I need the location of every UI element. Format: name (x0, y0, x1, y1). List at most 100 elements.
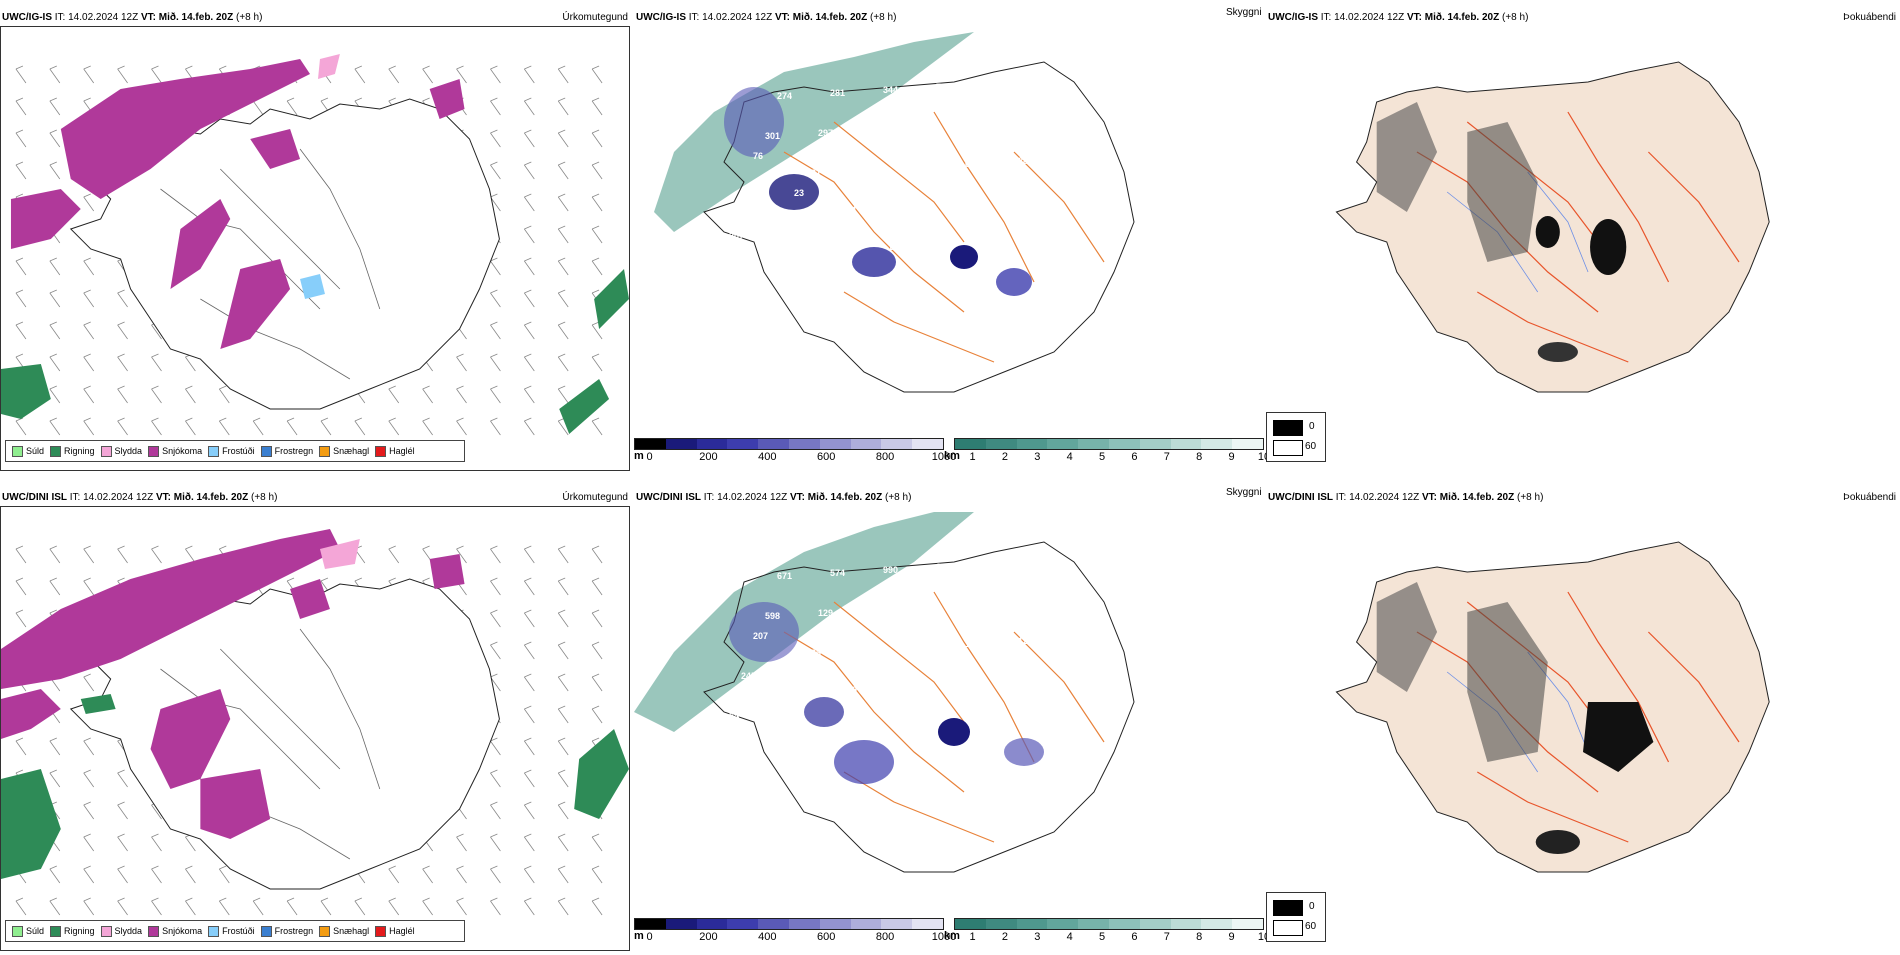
wind-barb (49, 868, 61, 884)
colorbar-tick-label: 5 (1099, 451, 1106, 463)
wind-barb-flag (490, 129, 498, 134)
legend-label: Súld (26, 926, 45, 936)
wind-barb-flag (83, 321, 91, 326)
wind-barb (151, 388, 162, 404)
legend-swatch (148, 925, 160, 937)
wind-barb (83, 676, 95, 692)
colorbar-segment (1016, 439, 1048, 449)
panel-header: UWC/DINI ISL IT: 14.02.2024 12Z VT: Mið.… (1268, 490, 1896, 506)
wind-barb-flag (185, 897, 193, 902)
wind-barb (524, 100, 535, 116)
fog-label-high: 60 (1305, 921, 1317, 932)
wind-barb-flag (456, 353, 464, 358)
wind-barb (117, 900, 128, 916)
wind-barb-flag (151, 865, 159, 870)
wind-barb (524, 836, 535, 852)
wind-barb (83, 292, 95, 308)
wind-barb (49, 548, 61, 564)
wind-barb-flag (456, 385, 464, 390)
wind-barb (151, 836, 162, 852)
ceiling-value-label: 989 (741, 191, 756, 201)
snow-area (10, 189, 81, 249)
colorbar-tick-label: 6 (1131, 931, 1138, 943)
wind-barb (83, 68, 95, 84)
it-label: IT: (688, 12, 700, 23)
iceland-outline (69, 578, 500, 890)
wind-barb (388, 68, 400, 84)
wind-barb (185, 548, 196, 564)
wind-barb-flag (558, 545, 566, 550)
wind-barb-flag (83, 769, 91, 774)
wind-barb-flag (490, 417, 498, 422)
wind-barb (15, 324, 27, 340)
colorbar-segment (1016, 919, 1048, 929)
wind-barb-flag (524, 417, 532, 422)
wind-barb (490, 804, 501, 820)
wind-barb-flag (185, 385, 193, 390)
lead-time: (+8 h) (1502, 12, 1529, 23)
wind-barb-flag (15, 97, 24, 102)
legend-label: Frostúði (222, 446, 255, 456)
ceiling-value-label: 102 (912, 642, 927, 652)
wind-barb-flag (185, 545, 193, 550)
vt-label: VT: (1406, 12, 1422, 23)
wind-barb-flag (524, 545, 532, 550)
colorbar-tick-label: 600 (817, 931, 836, 943)
wind-barb-flag (185, 865, 193, 870)
wind-barb-flag (422, 385, 430, 390)
vt-value: Mið. 14.feb. 20Z (1439, 492, 1515, 503)
legend-label: Snæhagl (333, 446, 370, 456)
wind-barb (185, 356, 196, 372)
wind-barb (49, 420, 61, 436)
colorbar-segment (665, 919, 697, 929)
wind-barb-flag (15, 129, 24, 134)
colorbar-tick-label: 1000 (931, 451, 957, 463)
legend-swatch (50, 445, 62, 457)
colorbar-segment (1232, 919, 1263, 929)
vt-label: VT: (140, 12, 156, 23)
wind-barb-flag (15, 609, 24, 614)
precip-map (1, 529, 629, 944)
colorbar-tick-label: 1 (969, 451, 976, 463)
fog-legend: 0 60 (1266, 412, 1326, 462)
wind-barb (15, 740, 27, 756)
wind-barb (557, 836, 569, 852)
wind-barb-flag (117, 577, 125, 582)
wind-barb-flag (354, 65, 363, 70)
colorbar-tick-label: 1 (969, 931, 976, 943)
wind-barb (286, 900, 298, 916)
wind-barb (557, 228, 569, 244)
ceiling-value-label: 181 (724, 554, 739, 564)
legend-item: Frostregn (260, 445, 313, 457)
legend-swatch (319, 445, 331, 457)
colorbar-tick-label: 7 (1163, 451, 1170, 463)
wind-barb (591, 68, 603, 84)
fog-label-high: 60 (1305, 441, 1317, 452)
model-name: UWC/DINI ISL (2, 492, 67, 503)
ceiling-value-label: 104 (977, 119, 992, 129)
wind-barb (117, 324, 128, 340)
iceland-landmass (1335, 541, 1770, 873)
wind-barb-flag (524, 97, 532, 102)
colorbar-segment (1078, 919, 1109, 929)
wind-barb-flag (219, 897, 227, 902)
fog-area (1376, 102, 1438, 212)
wind-barb (15, 132, 27, 148)
ceiling-value-label: 598 (765, 611, 780, 621)
colorbar-tick-label: 9 (1228, 931, 1235, 943)
wind-barb (557, 420, 569, 436)
rain-area (574, 729, 629, 819)
it-label: IT: (1335, 492, 1347, 503)
wind-barb-flag (117, 353, 125, 358)
wind-barb-flag (558, 865, 566, 870)
wind-barb-flag (558, 833, 566, 838)
wind-barb (49, 260, 61, 276)
wind-barb-flag (354, 577, 363, 582)
wind-barb (456, 388, 467, 404)
legend-label: Haglél (389, 926, 415, 936)
rain-area (559, 379, 610, 434)
wind-barb-flag (320, 897, 329, 902)
wind-barb-flag (15, 257, 24, 262)
wind-barb-flag (490, 609, 498, 614)
wind-barb-flag (490, 353, 498, 358)
